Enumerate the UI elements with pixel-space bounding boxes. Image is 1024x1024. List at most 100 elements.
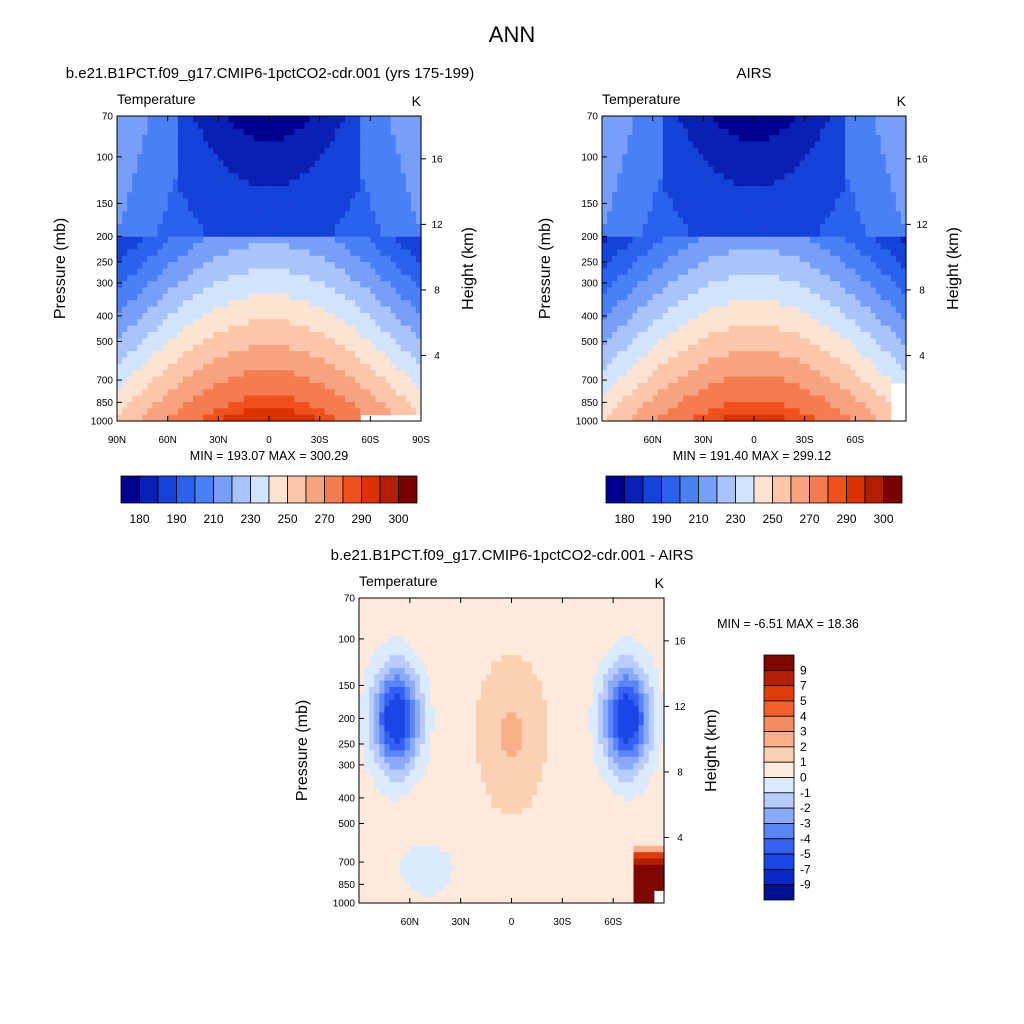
- contour-cell: [157, 293, 164, 301]
- contour-cell: [147, 122, 154, 130]
- contour-cell: [233, 230, 240, 238]
- contour-cell: [370, 160, 376, 168]
- contour-cell: [182, 306, 189, 314]
- contour-cell: [127, 141, 133, 149]
- contour-cell: [345, 147, 351, 155]
- contour-cell: [395, 351, 402, 359]
- contour-cell: [345, 198, 351, 206]
- contour-cell: [743, 230, 750, 238]
- contour-cell: [350, 249, 356, 257]
- contour-cell: [410, 160, 417, 168]
- contour-cell: [228, 306, 235, 314]
- contour-cell: [187, 414, 194, 422]
- contour-cell: [258, 262, 265, 270]
- contour-cell: [167, 300, 174, 308]
- contour-cell: [157, 262, 164, 270]
- contour-cell: [208, 274, 214, 282]
- contour-cell: [299, 160, 306, 168]
- contour-cell: [840, 306, 846, 314]
- contour-cell: [360, 363, 366, 371]
- contour-cell: [187, 249, 194, 257]
- contour-cell: [789, 293, 796, 301]
- contour-cell: [187, 268, 194, 276]
- contour-cell: [632, 154, 639, 162]
- contour-cell: [774, 319, 780, 327]
- contour-cell: [147, 376, 154, 384]
- contour-cell: [370, 389, 376, 397]
- contour-cell: [360, 408, 366, 416]
- contour-cell: [137, 160, 143, 168]
- contour-cell: [754, 255, 760, 263]
- contour-cell: [900, 268, 907, 276]
- contour-cell: [395, 185, 402, 193]
- contour-cell: [713, 268, 720, 276]
- contour-cell: [395, 408, 402, 416]
- contour-cell: [652, 255, 659, 263]
- contour-cell: [390, 192, 397, 200]
- contour-cell: [309, 116, 316, 123]
- panel-title: AIRS: [736, 65, 771, 82]
- contour-cell: [238, 116, 245, 123]
- contour-cell: [840, 236, 846, 244]
- contour-cell: [360, 306, 366, 314]
- contour-cell: [233, 262, 240, 270]
- contour-cell: [208, 300, 214, 308]
- contour-cell: [132, 160, 138, 168]
- contour-cell: [360, 236, 366, 244]
- contour-cell: [622, 249, 628, 257]
- contour-cell: [314, 338, 321, 346]
- contour-cell: [152, 122, 159, 130]
- contour-cell: [667, 243, 674, 251]
- contour-cell: [269, 401, 275, 409]
- contour-cell: [172, 249, 179, 257]
- contour-cell: [269, 274, 275, 282]
- contour-cell: [688, 319, 694, 327]
- contour-cell: [794, 300, 801, 308]
- contour-cell: [339, 211, 346, 219]
- contour-cell: [759, 306, 765, 314]
- contour-cell: [350, 255, 356, 263]
- contour-cell: [390, 204, 397, 212]
- contour-cell: [774, 185, 780, 193]
- contour-cell: [733, 211, 740, 219]
- contour-cell: [693, 255, 699, 263]
- contour-cell: [405, 147, 412, 155]
- contour-cell: [152, 173, 159, 181]
- contour-cell: [754, 287, 760, 295]
- contour-cell: [865, 147, 872, 155]
- contour-cell: [875, 325, 882, 333]
- contour-cell: [652, 160, 659, 168]
- contour-cell: [688, 116, 694, 123]
- contour-cell: [814, 192, 821, 200]
- contour-cell: [769, 166, 775, 174]
- contour-cell: [177, 293, 184, 301]
- contour-cell: [279, 312, 285, 320]
- contour-cell: [708, 122, 715, 130]
- contour-cell: [203, 312, 209, 320]
- contour-cell: [804, 287, 811, 295]
- contour-cell: [779, 147, 785, 155]
- contour-cell: [738, 312, 745, 320]
- contour-cell: [117, 230, 123, 238]
- contour-cell: [284, 179, 290, 187]
- contour-cell: [208, 325, 214, 333]
- contour-cell: [612, 262, 618, 270]
- contour-cell: [728, 147, 735, 155]
- contour-cell: [708, 287, 715, 295]
- contour-cell: [294, 122, 300, 130]
- contour-cell: [248, 173, 255, 181]
- contour-cell: [733, 224, 740, 231]
- contour-cell: [713, 319, 720, 327]
- contour-cell: [385, 262, 392, 270]
- contour-cell: [632, 249, 639, 257]
- contour-cell: [900, 306, 907, 314]
- contour-cell: [845, 128, 851, 136]
- contour-cell: [415, 147, 422, 155]
- contour-cell: [814, 173, 821, 181]
- contour-cell: [238, 204, 245, 212]
- contour-cell: [147, 147, 154, 155]
- contour-cell: [294, 376, 300, 384]
- contour-cell: [713, 185, 720, 193]
- contour-cell: [334, 344, 341, 352]
- contour-cell: [880, 230, 887, 238]
